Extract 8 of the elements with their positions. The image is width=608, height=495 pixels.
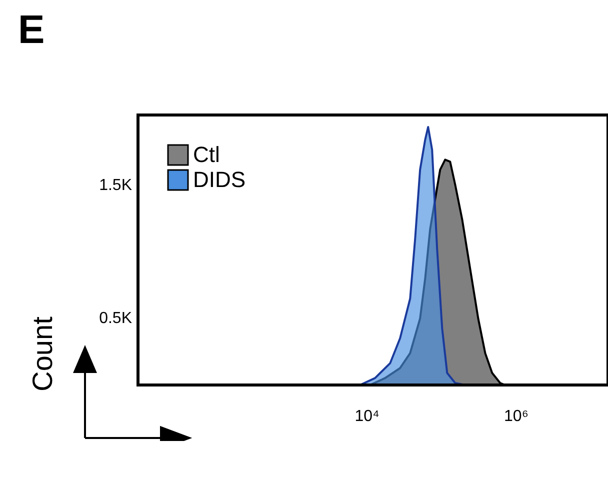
y-tick-label: 0.5K (99, 310, 132, 327)
y-axis-title: Count (27, 316, 59, 394)
legend-label: Ctl (193, 142, 220, 168)
x-tick-label: 10⁶ (504, 408, 528, 426)
legend-label: DIDS (193, 167, 246, 192)
chart-title: E (18, 8, 45, 53)
y-tick-label: 1.5K (99, 176, 132, 194)
x-tick-label: 10⁴ (354, 408, 380, 426)
